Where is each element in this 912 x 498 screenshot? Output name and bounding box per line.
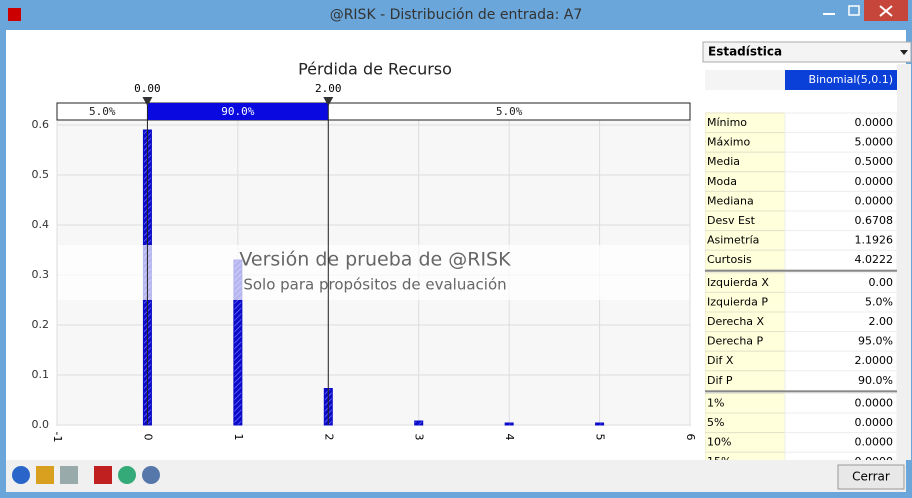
close-button[interactable] [837,464,905,490]
scrollbar[interactable] [897,64,911,460]
stat-label: 10% [707,436,731,449]
stat-value: 0.6708 [855,214,894,227]
toolbar-icons[interactable] [12,466,160,484]
app-icon [8,8,21,21]
x-tick-label: 4 [503,434,516,441]
y-tick-label: 0.0 [32,418,50,431]
delimiter-label: 0.00 [134,82,161,95]
watermark: Solo para propósitos de evaluación [243,276,506,294]
delimiter-label: 2.00 [315,82,342,95]
stat-value: 5.0% [865,295,893,308]
stats-header: Estadística [708,45,782,59]
stat-label: Dif P [707,374,733,387]
stat-value: 0.0000 [855,396,894,409]
stat-value: 5.0000 [855,136,894,149]
x-tick-label: 0 [141,434,154,441]
stat-label: 1% [707,396,724,409]
stat-value: 4.0222 [855,253,894,266]
x-tick-label: 1 [232,434,245,441]
y-tick-label: 0.3 [32,268,50,281]
delimiter-handle [142,97,153,106]
x-tick-label: 6 [684,434,697,441]
x-tick-label: 2 [322,434,335,441]
delimiter-handle [323,97,334,106]
stat-value: 0.0000 [855,436,894,449]
stat-value: 0.0000 [855,416,894,429]
stat-value: 0.00 [869,276,894,289]
stat-label: Izquierda X [707,276,769,289]
delimiter-percent: 5.0% [496,105,523,118]
stat-label: Mediana [707,194,754,207]
stat-value: 90.0% [858,374,893,387]
x-tick-label: 3 [413,434,426,441]
y-tick-label: 0.6 [32,118,50,131]
stat-label: 15% [707,455,731,468]
chart-title: Pérdida de Recurso [298,60,452,79]
maximize[interactable] [845,0,863,22]
y-tick-label: 0.4 [32,218,50,231]
stat-value: 95.0% [858,335,893,348]
stat-label: Derecha P [707,335,764,348]
close-label: Cerrar [852,470,890,484]
column-header-bg [785,70,897,90]
x-tick-label: -1 [51,432,64,443]
stat-label: Izquierda P [707,295,768,308]
window-title: @RISK - Distribución de entrada: A7 [330,7,583,23]
stat-value: 0.0000 [855,194,894,207]
delimiter-percent: 5.0% [89,105,116,118]
stat-value: 1.1926 [855,234,894,247]
stat-label: Curtosis [707,253,752,266]
delimiter-percent: 90.0% [221,105,254,118]
stat-value: 2.00 [869,315,894,328]
stat-value: 0.0000 [855,455,894,468]
toolbar [6,460,906,492]
stat-label: Máximo [707,136,751,149]
stat-label: Derecha X [707,315,765,328]
stat-value: 2.0000 [855,354,894,367]
y-tick-label: 0.2 [32,318,50,331]
x-tick-label: 5 [594,434,607,441]
stat-value-cell [784,451,897,460]
bar [414,420,424,426]
minimize[interactable] [815,0,845,22]
stat-label: Dif X [707,354,734,367]
y-tick-label: 0.5 [32,168,50,181]
watermark: Versión de prueba de @RISK [239,249,511,271]
bar [504,422,514,426]
stat-label: 5% [707,416,724,429]
delimiter-middle [147,103,329,120]
stat-value: 0.5000 [855,155,894,168]
watermark-band [58,245,689,300]
stat-label: Media [707,155,740,168]
y-tick-label: 0.1 [32,368,50,381]
stat-label: Desv Est [707,214,756,227]
stat-label: Asimetría [707,234,759,247]
column-header: Binomial(5,0.1) [809,73,893,86]
stats-table: Mínimo 0.0000 Máximo 5.0000 Media 0.5000 Moda 0… [705,112,897,468]
stat-value: 0.0000 [855,116,894,129]
bar [595,422,605,426]
stats-dropdown[interactable] [702,41,912,63]
stat-value: 0.0000 [855,175,894,188]
stat-label: Moda [707,175,737,188]
stat-label: Mínimo [707,116,747,129]
stat-label-cell [705,451,786,460]
